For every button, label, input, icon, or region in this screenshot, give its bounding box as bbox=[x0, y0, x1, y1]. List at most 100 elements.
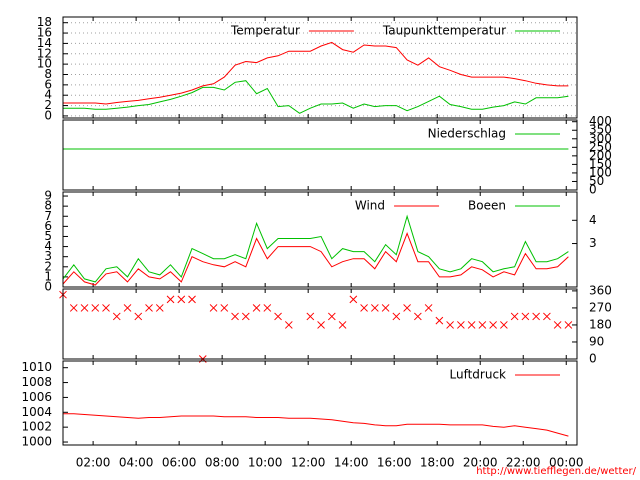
y2-tick-label: 250 bbox=[589, 140, 612, 154]
x-tick-label: 14:00 bbox=[334, 456, 369, 470]
point bbox=[349, 295, 358, 304]
panel-frame bbox=[62, 288, 578, 360]
y2-tick-label: 270 bbox=[589, 300, 612, 314]
y-tick-label: 4 bbox=[44, 239, 52, 253]
x-tick-label: 08:00 bbox=[205, 456, 240, 470]
y-tick-label: 7 bbox=[44, 209, 52, 223]
point bbox=[564, 321, 573, 329]
point bbox=[403, 304, 411, 312]
point bbox=[338, 321, 347, 329]
y2-tick-label: 50 bbox=[589, 174, 604, 188]
y-tick-label: 6 bbox=[44, 77, 52, 91]
panel-frame bbox=[62, 360, 578, 446]
point bbox=[521, 312, 530, 321]
y2-tick-label: 0 bbox=[589, 183, 597, 197]
point bbox=[424, 304, 433, 312]
y-tick-label: 18 bbox=[37, 15, 52, 29]
x-tick-label: 02:00 bbox=[76, 456, 111, 470]
legend-label: Wind bbox=[355, 199, 385, 213]
point bbox=[177, 295, 186, 304]
point bbox=[274, 312, 282, 321]
y-tick-label: 12 bbox=[37, 46, 52, 60]
y2-tick-label: 3 bbox=[589, 236, 597, 250]
y-tick-label: 6 bbox=[44, 219, 52, 233]
y-tick-label: 16 bbox=[37, 26, 52, 40]
point bbox=[414, 312, 422, 321]
y-tick-label: 0 bbox=[44, 280, 52, 294]
y-tick-label: 1008 bbox=[21, 375, 52, 389]
y2-tick-label: 400 bbox=[589, 114, 612, 128]
y-tick-label: 4 bbox=[44, 88, 52, 102]
x-tick-label: 04:00 bbox=[119, 456, 154, 470]
series-line bbox=[63, 41, 569, 105]
x-tick-label: 00:00 bbox=[549, 456, 584, 470]
point bbox=[91, 304, 100, 312]
y2-tick-label: 180 bbox=[589, 317, 612, 331]
footer-url: http://www.tiefflegen.de/wetter/ bbox=[476, 466, 636, 477]
y2-tick-label: 4 bbox=[589, 213, 597, 227]
point bbox=[166, 295, 175, 304]
point bbox=[123, 304, 132, 312]
point bbox=[467, 321, 476, 329]
point bbox=[306, 312, 315, 321]
y-tick-label: 2 bbox=[44, 259, 52, 273]
point bbox=[392, 312, 401, 321]
legend-label: Niederschlag bbox=[428, 127, 506, 141]
y-tick-label: 5 bbox=[44, 229, 52, 243]
point bbox=[220, 304, 229, 312]
panel-frame bbox=[62, 119, 578, 191]
panel-frame bbox=[62, 191, 578, 288]
point bbox=[102, 304, 110, 312]
x-tick-label: 22:00 bbox=[506, 456, 541, 470]
series-line bbox=[63, 80, 569, 114]
point bbox=[69, 304, 78, 312]
x-tick-label: 16:00 bbox=[377, 456, 412, 470]
point bbox=[553, 321, 562, 329]
point bbox=[231, 312, 239, 321]
y-tick-label: 3 bbox=[44, 249, 52, 263]
y-tick-label: 14 bbox=[37, 36, 52, 50]
point bbox=[532, 312, 540, 321]
point bbox=[457, 321, 465, 329]
y-tick-label: 1002 bbox=[21, 420, 52, 434]
y2-tick-label: 0 bbox=[589, 352, 597, 366]
point bbox=[80, 304, 89, 312]
point bbox=[478, 321, 487, 329]
point bbox=[317, 321, 325, 329]
y-tick-label: 1000 bbox=[21, 435, 52, 449]
y2-tick-label: 90 bbox=[589, 334, 604, 348]
legend-label: Taupunkttemperatur bbox=[382, 24, 506, 38]
point bbox=[209, 304, 218, 312]
series-line bbox=[62, 214, 569, 283]
point bbox=[284, 321, 293, 329]
y-tick-label: 1 bbox=[44, 269, 52, 283]
legend-label: Temperatur bbox=[230, 24, 300, 38]
y-tick-label: 9 bbox=[44, 189, 52, 203]
y-tick-label: 8 bbox=[44, 199, 52, 213]
point bbox=[112, 312, 121, 321]
legend-label: Boeen bbox=[468, 199, 506, 213]
y2-tick-label: 200 bbox=[589, 148, 612, 162]
y-tick-label: 1010 bbox=[21, 360, 52, 374]
point bbox=[145, 304, 153, 312]
y-tick-label: 2 bbox=[44, 98, 52, 112]
point bbox=[327, 312, 336, 321]
point bbox=[543, 312, 551, 321]
y-tick-label: 1004 bbox=[21, 405, 52, 419]
x-tick-label: 10:00 bbox=[248, 456, 283, 470]
point bbox=[360, 304, 368, 312]
point bbox=[155, 304, 164, 312]
point bbox=[252, 304, 261, 312]
point bbox=[134, 312, 143, 321]
x-tick-label: 12:00 bbox=[291, 456, 326, 470]
point bbox=[188, 295, 196, 304]
point bbox=[263, 304, 272, 312]
point bbox=[446, 321, 454, 329]
point bbox=[435, 316, 444, 325]
x-tick-label: 06:00 bbox=[162, 456, 197, 470]
y2-tick-label: 360 bbox=[589, 283, 612, 297]
y2-tick-label: 100 bbox=[589, 165, 612, 179]
y-tick-label: 0 bbox=[44, 108, 52, 122]
